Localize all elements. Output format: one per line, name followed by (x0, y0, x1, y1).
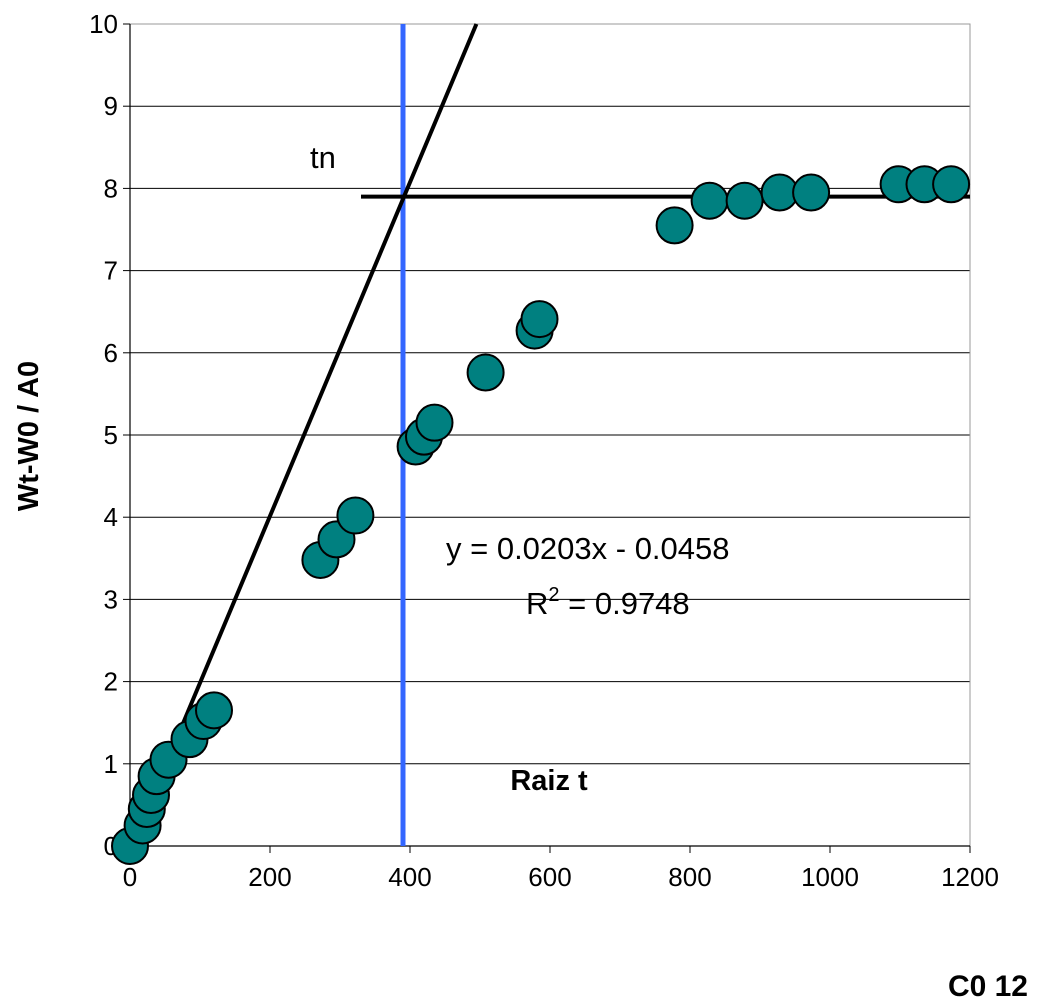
y-tick-label-10: 10 (89, 9, 118, 39)
y-tick-label-8: 8 (104, 173, 118, 203)
data-point-8 (195, 691, 233, 730)
gridlines (130, 23, 970, 765)
x-tick-label-1000: 1000 (801, 862, 859, 892)
x-tick-label-200: 200 (248, 862, 291, 892)
y-tick-label-5: 5 (104, 420, 118, 450)
y-tick-label-6: 6 (104, 338, 118, 368)
data-point-25 (932, 165, 971, 204)
x-tick-label-800: 800 (668, 862, 711, 892)
r-squared: R2 = 0.9748 (526, 584, 690, 621)
data-point-11 (336, 496, 375, 535)
r-squared-value: = 0.9748 (560, 586, 690, 621)
y-axis-title: Wt-W0 / A0 (13, 361, 45, 511)
r-squared-sup: 2 (548, 584, 559, 606)
y-tick-label-3: 3 (104, 584, 118, 614)
annotation-tn: tn (310, 140, 336, 175)
x-tick-labels: 0 200 400 600 800 1000 1200 (123, 846, 999, 892)
y-tick-label-9: 9 (104, 91, 118, 121)
y-tick-label-7: 7 (104, 256, 118, 286)
corner-label: C0 12 (948, 970, 1028, 1003)
data-point-18 (655, 206, 694, 245)
data-point-17 (520, 300, 559, 339)
data-point-14 (415, 403, 454, 442)
data-point-15 (466, 353, 505, 392)
y-tick-label-2: 2 (104, 667, 118, 697)
y-tick-label-1: 1 (104, 749, 118, 779)
r-squared-prefix: R (526, 586, 548, 621)
data-point-22 (792, 173, 831, 212)
x-tick-label-600: 600 (528, 862, 571, 892)
data-point-20 (725, 181, 764, 220)
x-axis-title: Raiz t (510, 765, 588, 797)
trend-equation: y = 0.0203x - 0.0458 (446, 531, 730, 566)
x-tick-label-0: 0 (123, 862, 137, 892)
data-points (111, 165, 971, 865)
y-tick-label-4: 4 (104, 502, 118, 532)
x-tick-label-1200: 1200 (941, 862, 999, 892)
x-tick-label-400: 400 (388, 862, 431, 892)
data-point-19 (690, 181, 729, 220)
